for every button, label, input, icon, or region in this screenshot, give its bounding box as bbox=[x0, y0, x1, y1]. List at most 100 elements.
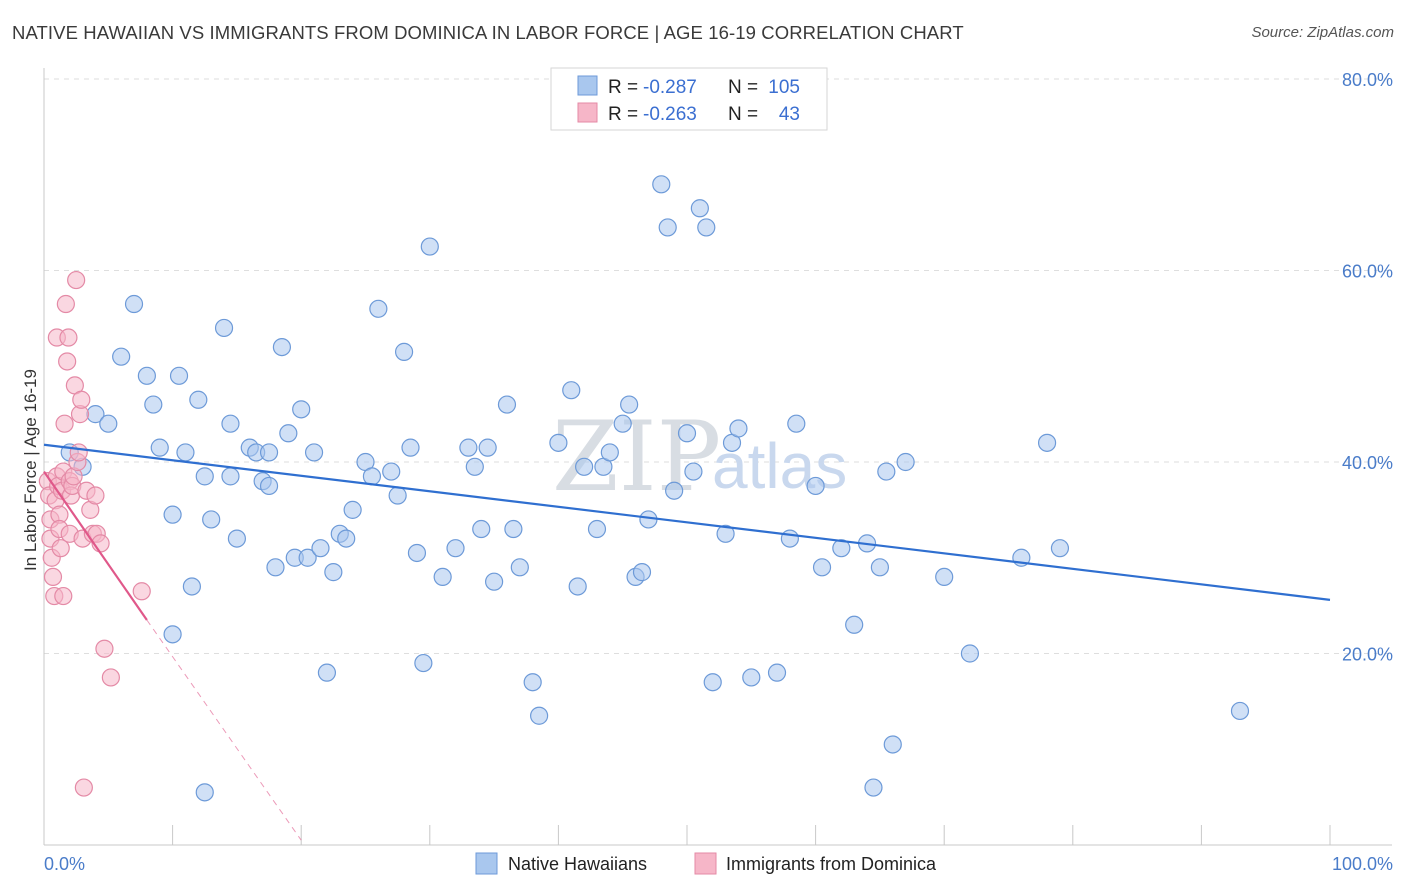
pts-blue-point-4 bbox=[112, 347, 131, 366]
chart-source: Source: ZipAtlas.com bbox=[1251, 24, 1394, 41]
y-tick-labels: 20.0% 40.0% 60.0% 80.0% bbox=[1342, 70, 1393, 665]
pts-blue-point-24 bbox=[279, 424, 298, 443]
pts-blue-point-59 bbox=[587, 519, 607, 539]
pts-blue-point-69 bbox=[665, 481, 684, 500]
pts-blue-point-96 bbox=[1050, 539, 1070, 558]
x-tick-label-0: 0.0% bbox=[44, 854, 85, 874]
trend-immigrants-from-dominica bbox=[43, 470, 148, 621]
pts-blue-point-104 bbox=[311, 539, 330, 558]
trend-native-hawaiians bbox=[43, 443, 1331, 601]
legend-n-value-1: 105 bbox=[768, 77, 800, 98]
pts-pink-point-29 bbox=[69, 443, 88, 462]
pts-blue-point-88 bbox=[870, 558, 890, 577]
pts-blue-point-85 bbox=[845, 615, 864, 634]
pts-blue-point-98 bbox=[163, 625, 182, 644]
pts-blue-point-79 bbox=[767, 663, 787, 682]
pts-blue-point-28 bbox=[317, 663, 337, 682]
pts-blue-point-43 bbox=[433, 567, 452, 587]
pts-blue-point-51 bbox=[504, 519, 523, 539]
pts-blue-point-8 bbox=[150, 438, 169, 457]
pts-blue-point-11 bbox=[176, 443, 195, 462]
chart-title: NATIVE HAWAIIAN VS IMMIGRANTS FROM DOMIN… bbox=[12, 22, 964, 43]
pts-blue-point-97 bbox=[1230, 701, 1250, 721]
pts-blue-point-44 bbox=[446, 539, 465, 558]
pts-pink-point-17 bbox=[55, 414, 74, 433]
pts-blue-point-101 bbox=[221, 414, 240, 433]
pts-blue-point-15 bbox=[214, 318, 234, 338]
pts-pink-point-41 bbox=[101, 668, 120, 687]
pts-blue-point-6 bbox=[137, 366, 156, 385]
y-tick-label-20: 20.0% bbox=[1342, 645, 1393, 665]
pts-blue-point-37 bbox=[388, 486, 407, 505]
pts-blue-point-78 bbox=[742, 668, 761, 687]
pts-blue-point-90 bbox=[883, 735, 902, 754]
pts-pink-point-40 bbox=[95, 639, 114, 658]
pts-blue-point-49 bbox=[485, 572, 504, 591]
pts-blue-point-7 bbox=[144, 395, 163, 414]
correlation-legend: R = -0.287 N = 105 R = -0.263 N = 43 bbox=[550, 67, 828, 131]
legend-swatch-pink bbox=[577, 102, 598, 123]
pts-blue-point-5 bbox=[124, 294, 144, 314]
x-tick-labels: 0.0% 100.0% bbox=[44, 854, 1393, 874]
pts-blue-point-62 bbox=[613, 414, 632, 433]
watermark-zip: ZIP bbox=[552, 401, 721, 513]
pts-pink-point-31 bbox=[72, 390, 91, 409]
pts-blue-point-32 bbox=[343, 500, 362, 519]
pts-blue-point-48 bbox=[478, 438, 497, 457]
pts-pink-point-13 bbox=[51, 539, 70, 558]
pts-pink-point-19 bbox=[58, 352, 77, 371]
pts-pink-point-18 bbox=[56, 294, 75, 314]
pts-blue-point-40 bbox=[407, 543, 427, 563]
series-immigrants-from-dominica bbox=[38, 270, 151, 797]
pts-blue-point-75 bbox=[716, 524, 735, 543]
pts-blue-point-9 bbox=[163, 505, 182, 524]
y-tick-label-80: 80.0% bbox=[1342, 70, 1393, 90]
pts-blue-point-58 bbox=[575, 457, 594, 476]
pts-blue-point-42 bbox=[420, 237, 439, 256]
pts-blue-point-53 bbox=[523, 673, 542, 692]
pts-blue-point-54 bbox=[530, 706, 549, 725]
pts-blue-point-39 bbox=[401, 438, 420, 457]
pts-blue-point-21 bbox=[259, 476, 279, 496]
trend-immigrants-from-dominica-extension bbox=[146, 619, 302, 841]
gridlines bbox=[44, 78, 1392, 654]
pts-blue-point-72 bbox=[690, 199, 709, 218]
pts-blue-point-95 bbox=[1037, 433, 1057, 452]
pts-pink-point-27 bbox=[67, 270, 86, 290]
legend-swatch-blue bbox=[577, 75, 598, 96]
pts-blue-point-99 bbox=[182, 577, 201, 596]
pts-blue-point-67 bbox=[652, 175, 671, 194]
pts-blue-point-13 bbox=[195, 467, 214, 486]
pts-blue-point-31 bbox=[337, 529, 356, 548]
y-tick-label-60: 60.0% bbox=[1342, 262, 1393, 282]
pts-blue-point-16 bbox=[221, 467, 240, 486]
pts-blue-point-36 bbox=[382, 462, 401, 481]
legend-r-label-1: R = bbox=[608, 77, 638, 98]
pts-blue-point-29 bbox=[324, 563, 343, 582]
pts-blue-point-68 bbox=[658, 218, 677, 237]
pts-blue-point-82 bbox=[806, 476, 825, 496]
bottom-legend-immigrants-from-dominica: Immigrants from Dominica bbox=[726, 854, 937, 874]
pts-pink-point-20 bbox=[59, 328, 78, 347]
y-axis-label: In Labor Force | Age 16-19 bbox=[21, 369, 40, 571]
pts-blue-point-47 bbox=[472, 519, 491, 539]
pts-blue-point-80 bbox=[780, 529, 799, 548]
pts-blue-point-102 bbox=[259, 443, 279, 462]
legend-r-value-1: -0.287 bbox=[643, 77, 697, 98]
pts-blue-point-56 bbox=[562, 381, 581, 400]
legend-r-value-2: -0.263 bbox=[643, 104, 697, 125]
pts-pink-point-16 bbox=[54, 586, 73, 606]
pts-blue-point-10 bbox=[169, 366, 189, 385]
pts-blue-point-93 bbox=[960, 644, 980, 663]
bottom-legend-swatch-pink bbox=[694, 852, 717, 875]
pts-blue-point-3 bbox=[99, 414, 118, 433]
pts-blue-point-77 bbox=[729, 419, 748, 438]
pts-blue-point-41 bbox=[414, 653, 433, 673]
legend-r-label-2: R = bbox=[608, 104, 638, 125]
pts-blue-point-103 bbox=[298, 548, 317, 567]
pts-blue-point-71 bbox=[684, 462, 703, 481]
pts-pink-point-33 bbox=[74, 778, 93, 797]
pts-blue-point-52 bbox=[510, 558, 529, 577]
pts-blue-point-61 bbox=[600, 443, 619, 462]
